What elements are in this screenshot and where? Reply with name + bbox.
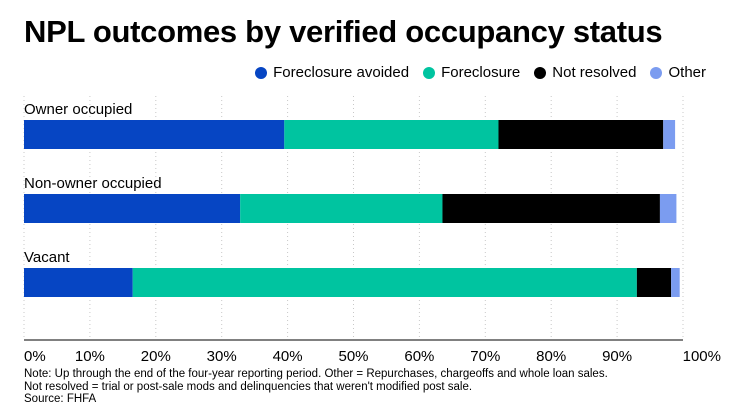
legend-label: Other [668, 64, 706, 81]
legend-label: Foreclosure avoided [273, 64, 410, 81]
bar-segment [24, 120, 285, 149]
legend-swatch [255, 66, 268, 79]
x-tick-label: 50% [338, 348, 368, 365]
x-tick-label: 20% [141, 348, 171, 365]
legend-swatch [650, 66, 663, 79]
bar-segment [663, 120, 676, 149]
source-line: Source: FHFA [24, 393, 97, 405]
x-tick-label: 30% [207, 348, 237, 365]
legend-label: Not resolved [552, 64, 637, 81]
x-tick-label: 0% [24, 348, 46, 365]
legend: Foreclosure avoided Foreclosure Not reso… [255, 64, 706, 81]
bar-segment [132, 268, 637, 297]
legend-item-foreclosure: Foreclosure [423, 64, 520, 81]
x-tick-label: 90% [602, 348, 632, 365]
x-tick-label: 100% [683, 348, 721, 365]
x-tick-label: 80% [536, 348, 566, 365]
bar-segment [24, 268, 133, 297]
bar-segment [24, 194, 241, 223]
x-tick-label: 40% [273, 348, 303, 365]
legend-item-other: Other [650, 64, 706, 81]
x-tick-label: 10% [75, 348, 105, 365]
x-tick-label: 60% [404, 348, 434, 365]
category-label: Vacant [24, 249, 70, 266]
note-line: Note: Up through the end of the four-yea… [24, 368, 608, 380]
legend-swatch [423, 66, 436, 79]
legend-item-not-resolved: Not resolved [534, 64, 636, 81]
bar-segment [636, 268, 672, 297]
x-tick-label: 70% [470, 348, 500, 365]
note-line: Not resolved = trial or post-sale mods a… [24, 380, 473, 393]
chart-title: NPL outcomes by verified occupancy statu… [24, 14, 663, 49]
bar-segment [442, 194, 660, 223]
bar-segment [284, 120, 499, 149]
bar-segment [240, 194, 443, 223]
category-label: Non-owner occupied [24, 175, 162, 192]
bar-segment [671, 268, 680, 297]
legend-swatch [534, 66, 547, 79]
legend-label: Foreclosure [441, 64, 521, 81]
bar-segment [659, 194, 677, 223]
category-label: Owner occupied [24, 101, 132, 118]
chart-notes: Note: Up through the end of the four-yea… [24, 368, 608, 406]
legend-item-foreclosure-avoided: Foreclosure avoided [255, 64, 409, 81]
bar-segment [498, 120, 664, 149]
